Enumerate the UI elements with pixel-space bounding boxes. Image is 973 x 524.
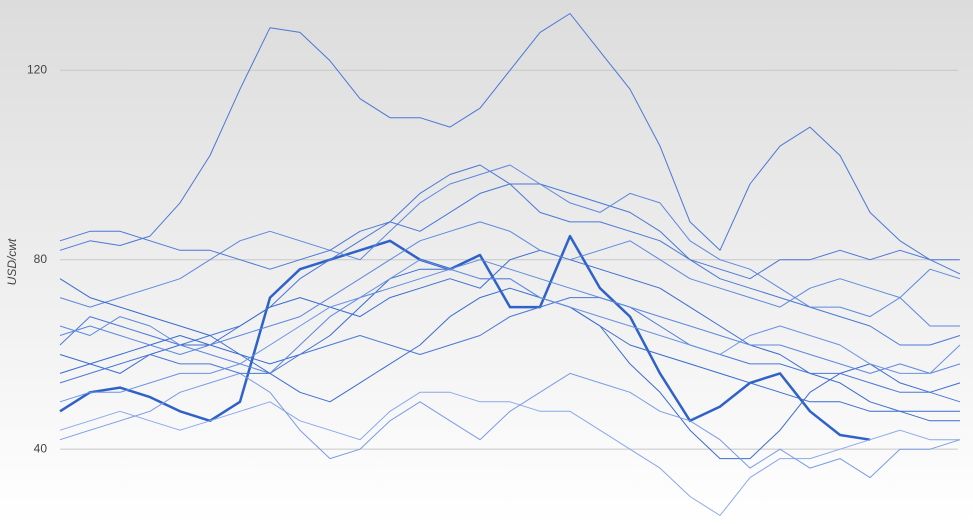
series-line — [59, 234, 871, 441]
y-axis-label: USD/cwt — [5, 238, 19, 285]
series-line — [59, 221, 961, 355]
series-line — [59, 164, 960, 327]
y-tick-label: 120 — [27, 62, 47, 76]
series-line — [59, 391, 960, 516]
series-line — [59, 183, 960, 280]
y-tick-label: 80 — [34, 252, 48, 266]
series-line — [59, 259, 961, 403]
series-line — [59, 297, 961, 403]
y-tick-label: 40 — [34, 441, 48, 455]
series-line — [59, 249, 960, 422]
series-line — [59, 259, 961, 374]
series-line — [59, 372, 961, 479]
series-line — [59, 13, 961, 275]
series-line — [59, 278, 960, 412]
